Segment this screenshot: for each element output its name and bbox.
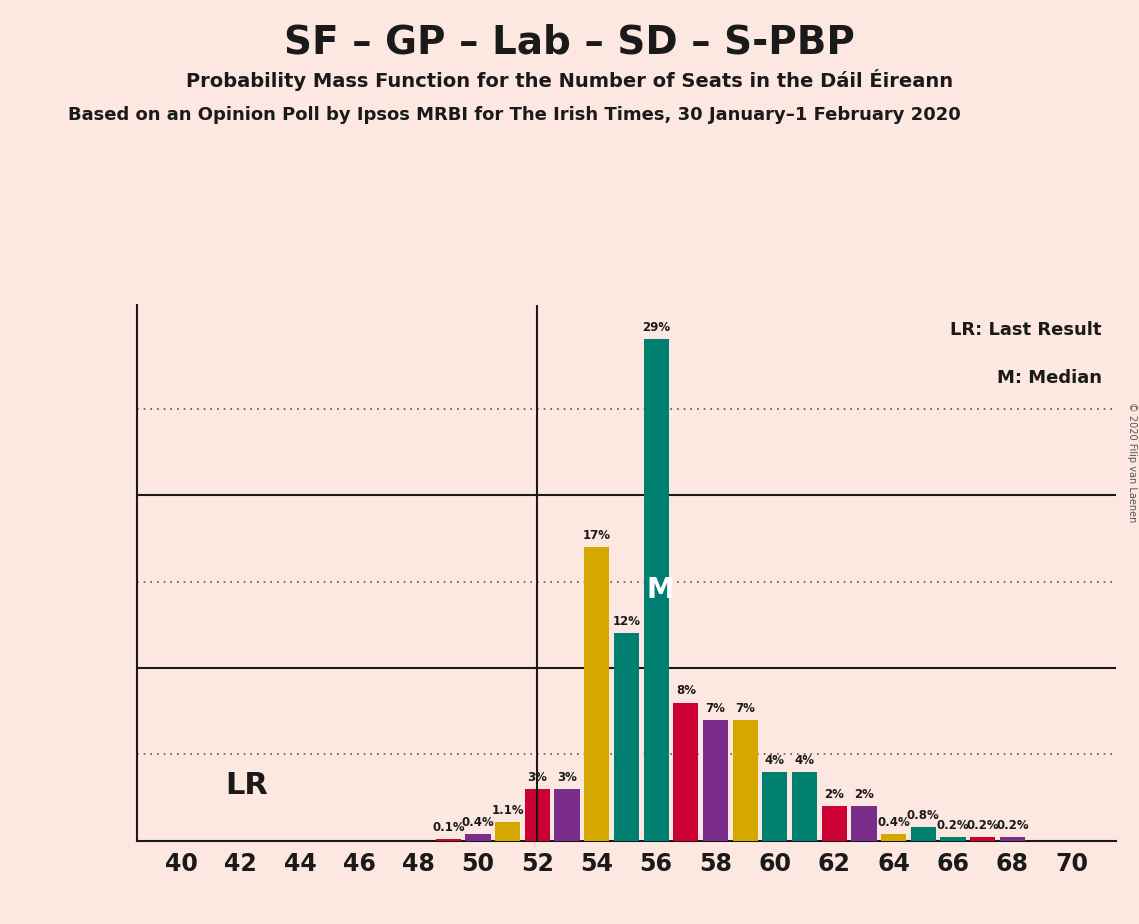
Text: 17%: 17%	[583, 529, 611, 541]
Bar	[1000, 837, 1025, 841]
Text: M: Median: M: Median	[997, 370, 1101, 387]
Bar	[732, 720, 757, 841]
Text: 29%: 29%	[642, 322, 670, 334]
Text: Based on an Opinion Poll by Ipsos MRBI for The Irish Times, 30 January–1 Februar: Based on an Opinion Poll by Ipsos MRBI f…	[68, 106, 961, 124]
Text: 0.2%: 0.2%	[966, 820, 999, 833]
Text: M: M	[647, 577, 674, 604]
Text: SF – GP – Lab – SD – S-PBP: SF – GP – Lab – SD – S-PBP	[284, 23, 855, 61]
Bar	[792, 772, 817, 841]
Bar	[911, 827, 936, 841]
Text: 0.2%: 0.2%	[995, 820, 1029, 833]
Text: 0.4%: 0.4%	[461, 816, 494, 829]
Bar	[555, 789, 580, 841]
Bar	[851, 807, 877, 841]
Bar	[880, 834, 907, 841]
Text: 1.1%: 1.1%	[491, 804, 524, 817]
Bar	[644, 339, 669, 841]
Text: 4%: 4%	[795, 753, 814, 767]
Text: 0.8%: 0.8%	[907, 808, 940, 821]
Text: 7%: 7%	[736, 701, 755, 714]
Bar	[762, 772, 787, 841]
Bar	[436, 839, 461, 841]
Bar	[614, 633, 639, 841]
Text: LR: LR	[226, 771, 269, 800]
Text: Probability Mass Function for the Number of Seats in the Dáil Éireann: Probability Mass Function for the Number…	[186, 69, 953, 91]
Bar	[970, 837, 995, 841]
Bar	[584, 547, 609, 841]
Text: 2%: 2%	[825, 788, 844, 801]
Bar	[821, 807, 847, 841]
Text: 0.1%: 0.1%	[432, 821, 465, 834]
Text: 8%: 8%	[675, 685, 696, 698]
Text: 0.2%: 0.2%	[936, 820, 969, 833]
Bar	[466, 834, 491, 841]
Bar	[495, 821, 521, 841]
Bar	[525, 789, 550, 841]
Text: 4%: 4%	[765, 753, 785, 767]
Bar	[673, 702, 698, 841]
Bar	[703, 720, 728, 841]
Text: 2%: 2%	[854, 788, 874, 801]
Text: 3%: 3%	[527, 771, 548, 784]
Text: © 2020 Filip van Laenen: © 2020 Filip van Laenen	[1126, 402, 1137, 522]
Bar	[941, 837, 966, 841]
Text: 3%: 3%	[557, 771, 577, 784]
Text: 12%: 12%	[613, 615, 640, 628]
Text: 7%: 7%	[705, 701, 726, 714]
Text: 0.4%: 0.4%	[877, 816, 910, 829]
Text: LR: Last Result: LR: Last Result	[950, 321, 1101, 339]
